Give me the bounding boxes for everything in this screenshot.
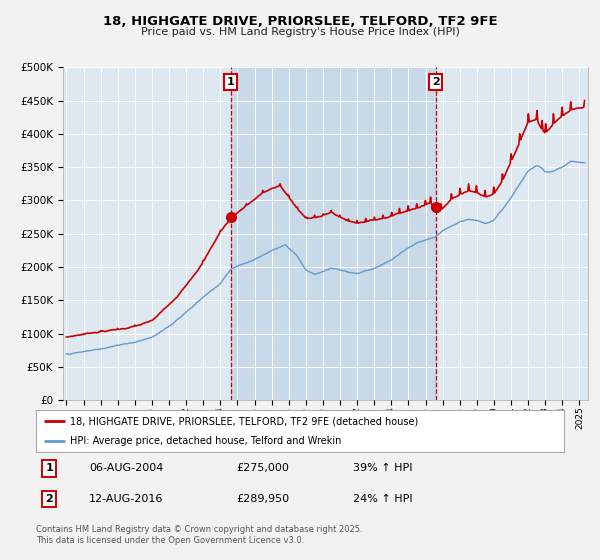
Text: £275,000: £275,000 [236,464,290,474]
Text: 24% ↑ HPI: 24% ↑ HPI [353,494,412,504]
Text: 12-AUG-2016: 12-AUG-2016 [89,494,163,504]
Text: 18, HIGHGATE DRIVE, PRIORSLEE, TELFORD, TF2 9FE (detached house): 18, HIGHGATE DRIVE, PRIORSLEE, TELFORD, … [70,416,419,426]
Text: 1: 1 [227,77,235,87]
Text: Contains HM Land Registry data © Crown copyright and database right 2025.
This d: Contains HM Land Registry data © Crown c… [36,525,362,545]
Bar [230,67,436,400]
Text: 06-AUG-2004: 06-AUG-2004 [89,464,163,474]
Text: HPI: Average price, detached house, Telford and Wrekin: HPI: Average price, detached house, Telf… [70,436,341,446]
Text: 2: 2 [46,494,53,504]
Text: 18, HIGHGATE DRIVE, PRIORSLEE, TELFORD, TF2 9FE: 18, HIGHGATE DRIVE, PRIORSLEE, TELFORD, … [103,15,497,28]
Text: 39% ↑ HPI: 39% ↑ HPI [353,464,412,474]
Text: 1: 1 [46,464,53,474]
Text: 2: 2 [432,77,440,87]
Text: Price paid vs. HM Land Registry's House Price Index (HPI): Price paid vs. HM Land Registry's House … [140,27,460,37]
Text: £289,950: £289,950 [236,494,290,504]
